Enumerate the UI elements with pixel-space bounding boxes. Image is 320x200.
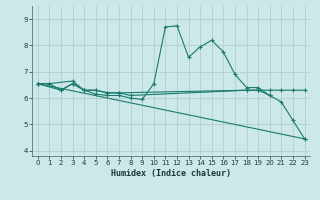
- X-axis label: Humidex (Indice chaleur): Humidex (Indice chaleur): [111, 169, 231, 178]
